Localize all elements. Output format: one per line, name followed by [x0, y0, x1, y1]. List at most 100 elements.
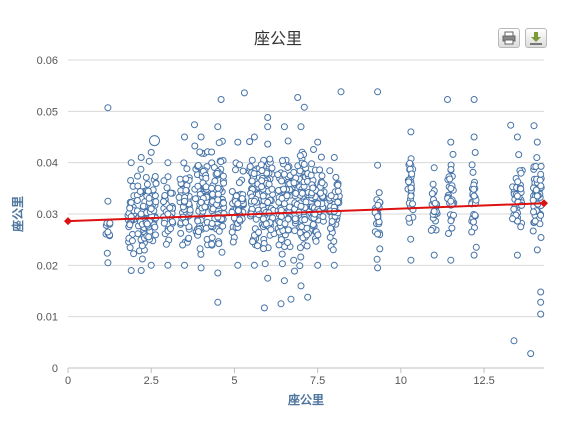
scatter-point: [250, 197, 258, 205]
x-axis-label: 座公里: [287, 392, 324, 407]
scatter-point: [445, 230, 452, 237]
scatter-point: [209, 205, 217, 213]
scatter-point: [258, 177, 266, 185]
scatter-point: [284, 239, 292, 246]
scatter-point: [334, 181, 342, 189]
scatter-point: [130, 250, 138, 258]
scatter-point: [261, 260, 269, 268]
scatter-point: [296, 152, 304, 160]
scatter-point: [471, 149, 479, 156]
scatter-point: [260, 245, 267, 253]
scatter-point: [163, 184, 171, 192]
scatter-point: [329, 246, 337, 254]
scatter-point: [217, 158, 225, 166]
scatter-point: [316, 166, 324, 174]
scatter-point: [191, 121, 198, 129]
scatter-point: [472, 243, 480, 251]
x-tick-label: 12.5: [473, 375, 494, 387]
scatter-point: [294, 94, 302, 101]
scatter-point: [232, 192, 240, 200]
scatter-point: [228, 228, 236, 236]
x-tick-label: 2.5: [144, 375, 159, 387]
scatter-point: [444, 96, 451, 103]
scatter-point: [208, 240, 216, 248]
scatter-point: [181, 261, 188, 269]
x-axis-ticks: 0 2.5 5 7.5 10 12.5: [65, 368, 495, 387]
scatter-point: [194, 162, 202, 169]
scatter-point: [257, 161, 265, 169]
scatter-point: [280, 123, 288, 131]
scatter-point: [280, 185, 288, 193]
scatter-point: [405, 214, 413, 222]
scatter-point: [332, 173, 340, 181]
scatter-point: [278, 260, 286, 268]
scatter-point: [326, 167, 334, 175]
scatter-point: [181, 197, 188, 205]
scatter-point: [300, 103, 308, 111]
scatter-point: [297, 123, 305, 131]
scatter-point: [164, 159, 172, 167]
scatter-point: [430, 207, 438, 215]
export-button[interactable]: [525, 28, 547, 48]
scatter-point: [246, 138, 254, 146]
scatter-point: [145, 194, 153, 202]
scatter-point: [250, 170, 258, 178]
scatter-point: [248, 177, 256, 185]
trend-line-path: [67, 202, 545, 223]
scatter-point: [183, 165, 191, 173]
y-tick-label: 0: [52, 363, 58, 375]
scatter-point: [374, 88, 382, 96]
y-tick-label: 0.01: [37, 312, 58, 324]
scatter-point: [134, 182, 142, 190]
scatter-point: [228, 188, 236, 195]
scatter-point: [308, 160, 316, 168]
scatter-point: [208, 184, 216, 192]
scatter-point: [160, 198, 167, 206]
scatter-point: [240, 89, 248, 97]
scatter-point: [250, 261, 258, 269]
scatter-point: [279, 157, 286, 165]
scatter-point: [264, 274, 272, 282]
scatter-point: [264, 140, 272, 148]
scatter-point: [168, 218, 176, 226]
scatter-point: [133, 197, 141, 204]
scatter-point: [406, 159, 414, 167]
scatter-point: [194, 182, 202, 190]
scatter-point: [143, 220, 151, 228]
scatter-point: [215, 139, 223, 147]
scatter-point: [281, 220, 289, 228]
scatter-point: [195, 228, 202, 236]
scatter-point: [309, 184, 317, 192]
scatter-point: [142, 174, 150, 181]
scatter-point: [147, 205, 155, 213]
scatter-point: [327, 224, 334, 232]
scatter-point: [527, 350, 535, 358]
scatter-point: [274, 171, 282, 179]
scatter-point: [290, 179, 298, 187]
scatter-point: [327, 192, 335, 200]
scatter-point: [220, 179, 228, 187]
scatter-point: [330, 261, 338, 269]
scatter-point: [160, 177, 168, 185]
scatter-point: [428, 190, 436, 198]
scatter-point: [300, 160, 308, 168]
scatter-point: [152, 198, 160, 206]
scatter-point: [375, 189, 383, 197]
scatter-point: [266, 155, 274, 163]
scatter-point: [447, 166, 455, 173]
scatter-point: [533, 154, 541, 162]
scatter-point: [374, 213, 382, 221]
scatter-point: [197, 133, 205, 141]
scatter-point: [167, 225, 174, 233]
scatter-point: [186, 206, 194, 214]
scatter-point: [407, 192, 415, 200]
scatter-point: [319, 213, 327, 221]
scatter-point: [180, 159, 188, 167]
print-button[interactable]: [498, 28, 520, 48]
scatter-point: [215, 240, 223, 248]
scatter-point: [334, 187, 342, 195]
scatter-point: [317, 189, 324, 197]
scatter-point: [291, 215, 299, 223]
scatter-point: [196, 148, 204, 156]
scatter-point: [264, 198, 272, 206]
